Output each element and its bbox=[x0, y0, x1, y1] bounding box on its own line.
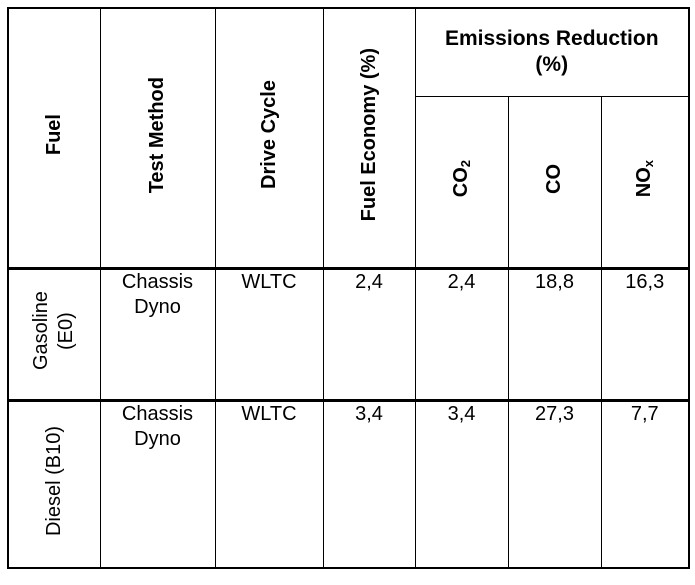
fuel-emissions-table: Fuel Test Method Drive Cycle Fuel Econom… bbox=[7, 7, 691, 569]
cell-test-method: Chassis Dyno bbox=[99, 266, 216, 401]
header-co-label: CO bbox=[543, 164, 566, 194]
table-row-diesel: Diesel (B10) Chassis Dyno WLTC 3,4 3,4 2… bbox=[7, 398, 690, 569]
cell-fuel-economy: 3,4 bbox=[322, 398, 416, 569]
cell-co: 27,3 bbox=[507, 398, 602, 569]
header-test-method: Test Method bbox=[99, 7, 216, 269]
header-emissions-reduction-label: Emissions Reduction (%) bbox=[444, 27, 659, 77]
test-method-value: Chassis Dyno bbox=[121, 402, 194, 450]
nox-subscript: x bbox=[641, 159, 657, 168]
header-test-method-label: Test Method bbox=[146, 76, 168, 193]
header-fuel: Fuel bbox=[7, 7, 101, 269]
table-row-gasoline: Gasoline (E0) Chassis Dyno WLTC 2,4 2,4 … bbox=[7, 266, 690, 401]
header-nox-label: NOx bbox=[633, 160, 656, 197]
header-co2: CO2 bbox=[414, 95, 509, 269]
header-fuel-economy: Fuel Economy (%) bbox=[322, 7, 416, 269]
co2-subscript: 2 bbox=[458, 159, 473, 168]
cell-co: 18,8 bbox=[507, 266, 602, 401]
fuel-label: Gasoline (E0) bbox=[30, 291, 78, 371]
cell-drive-cycle: WLTC bbox=[214, 398, 324, 569]
cell-fuel: Gasoline (E0) bbox=[7, 266, 101, 401]
cell-nox: 7,7 bbox=[600, 398, 690, 569]
header-co2-label: CO2 bbox=[450, 160, 473, 197]
header-nox: NOx bbox=[600, 95, 690, 269]
cell-drive-cycle: WLTC bbox=[214, 266, 324, 401]
header-emissions-reduction-group: Emissions Reduction (%) bbox=[414, 7, 690, 97]
co2-base: CO bbox=[450, 167, 472, 198]
cell-fuel: Diesel (B10) bbox=[7, 398, 101, 569]
cell-test-method: Chassis Dyno bbox=[99, 398, 216, 569]
cell-co2: 2,4 bbox=[414, 266, 509, 401]
header-fuel-economy-label: Fuel Economy (%) bbox=[357, 48, 380, 222]
co-base: CO bbox=[543, 163, 565, 194]
header-drive-cycle-label: Drive Cycle bbox=[257, 80, 280, 190]
header-row-top: Fuel Test Method Drive Cycle Fuel Econom… bbox=[7, 7, 690, 269]
header-fuel-label: Fuel bbox=[42, 114, 65, 156]
test-method-value: Chassis Dyno bbox=[121, 270, 194, 318]
header-co: CO bbox=[507, 95, 602, 269]
fuel-label: Diesel (B10) bbox=[42, 426, 65, 537]
cell-co2: 3,4 bbox=[414, 398, 509, 569]
header-drive-cycle: Drive Cycle bbox=[214, 7, 324, 269]
cell-nox: 16,3 bbox=[600, 266, 690, 401]
nox-base: NO bbox=[633, 167, 656, 198]
cell-fuel-economy: 2,4 bbox=[322, 266, 416, 401]
